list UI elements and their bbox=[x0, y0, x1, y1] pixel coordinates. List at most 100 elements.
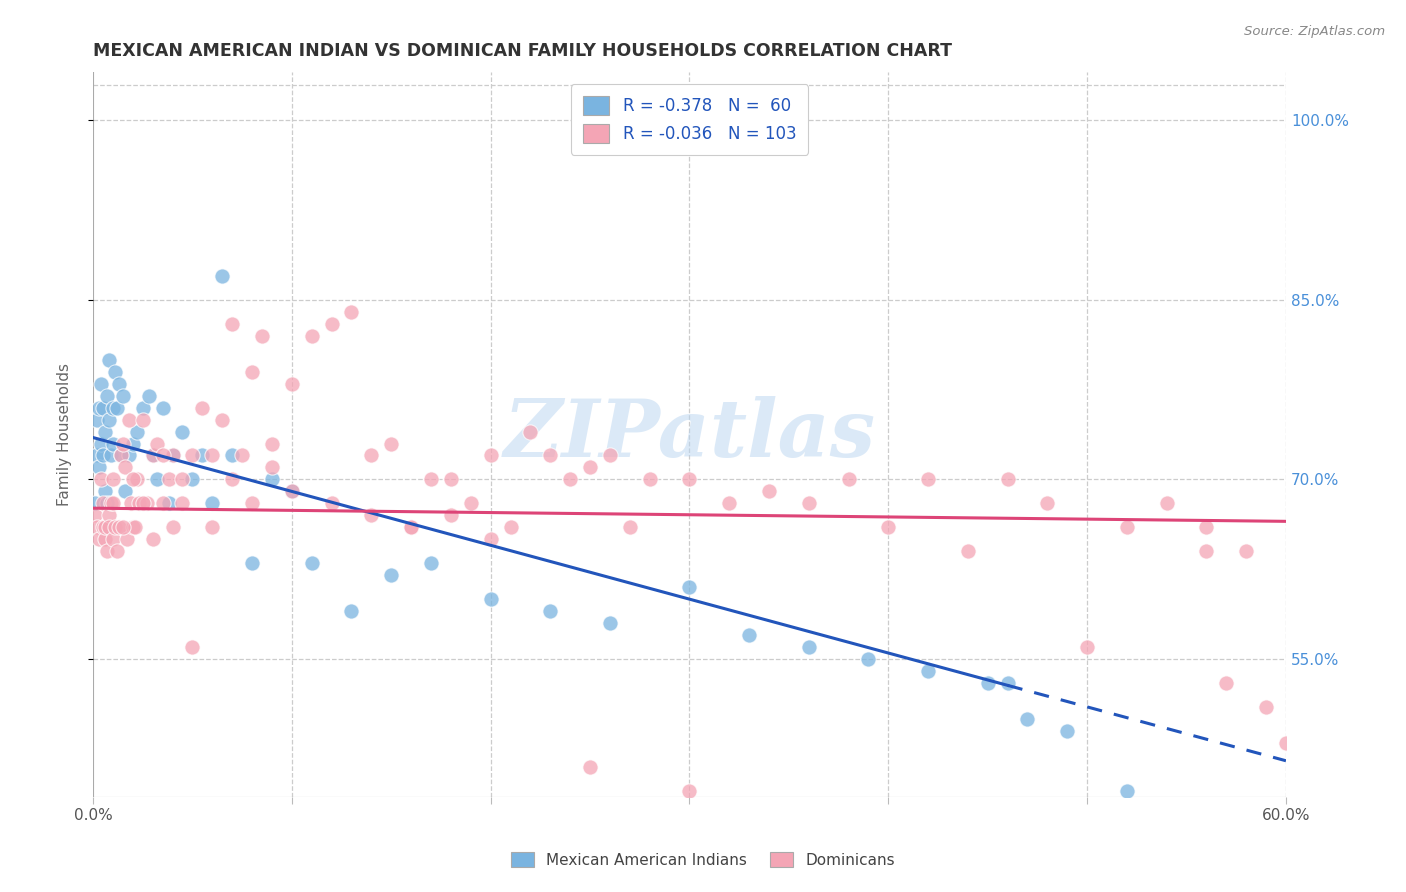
Point bbox=[1115, 783, 1137, 797]
Point bbox=[579, 760, 602, 774]
Point bbox=[97, 352, 120, 367]
Point bbox=[538, 449, 561, 463]
Point bbox=[157, 472, 180, 486]
Point bbox=[132, 412, 155, 426]
Point bbox=[111, 389, 134, 403]
Point bbox=[101, 436, 124, 450]
Text: Source: ZipAtlas.com: Source: ZipAtlas.com bbox=[1244, 25, 1385, 38]
Point bbox=[128, 496, 150, 510]
Point bbox=[380, 436, 402, 450]
Point bbox=[172, 496, 194, 510]
Point bbox=[360, 508, 382, 523]
Point bbox=[125, 425, 148, 439]
Point bbox=[678, 472, 700, 486]
Point bbox=[120, 496, 142, 510]
Point bbox=[579, 460, 602, 475]
Point bbox=[440, 472, 463, 486]
Point bbox=[260, 460, 283, 475]
Point bbox=[1275, 736, 1298, 750]
Point bbox=[87, 460, 110, 475]
Point bbox=[94, 520, 117, 534]
Point bbox=[797, 640, 820, 654]
Point bbox=[321, 317, 343, 331]
Point bbox=[201, 449, 224, 463]
Point bbox=[260, 472, 283, 486]
Point bbox=[142, 449, 165, 463]
Point bbox=[91, 401, 114, 415]
Point bbox=[96, 389, 118, 403]
Point bbox=[90, 436, 112, 450]
Point bbox=[1156, 496, 1178, 510]
Point bbox=[145, 436, 167, 450]
Point bbox=[797, 496, 820, 510]
Point bbox=[678, 580, 700, 594]
Legend: Mexican American Indians, Dominicans: Mexican American Indians, Dominicans bbox=[503, 844, 903, 875]
Point bbox=[1195, 544, 1218, 558]
Point bbox=[87, 533, 110, 547]
Point bbox=[86, 520, 108, 534]
Point bbox=[162, 449, 184, 463]
Point bbox=[104, 365, 127, 379]
Point bbox=[110, 449, 132, 463]
Point bbox=[172, 472, 194, 486]
Point bbox=[152, 401, 174, 415]
Point bbox=[538, 604, 561, 618]
Point bbox=[108, 520, 131, 534]
Point bbox=[340, 604, 363, 618]
Point bbox=[1234, 544, 1257, 558]
Point bbox=[125, 472, 148, 486]
Point bbox=[110, 449, 132, 463]
Point bbox=[121, 520, 143, 534]
Point bbox=[1115, 520, 1137, 534]
Point bbox=[152, 496, 174, 510]
Point bbox=[858, 652, 880, 666]
Point bbox=[124, 520, 146, 534]
Point bbox=[758, 484, 780, 499]
Point bbox=[399, 520, 422, 534]
Point bbox=[211, 412, 233, 426]
Point bbox=[301, 328, 323, 343]
Point bbox=[162, 520, 184, 534]
Point bbox=[100, 449, 122, 463]
Point bbox=[121, 436, 143, 450]
Point bbox=[96, 496, 118, 510]
Point bbox=[104, 520, 127, 534]
Point bbox=[479, 592, 502, 607]
Point bbox=[181, 640, 204, 654]
Point bbox=[84, 508, 107, 523]
Point bbox=[420, 472, 443, 486]
Point bbox=[221, 472, 243, 486]
Point bbox=[118, 449, 141, 463]
Point bbox=[1056, 723, 1078, 738]
Point bbox=[181, 472, 204, 486]
Point bbox=[420, 556, 443, 570]
Point bbox=[479, 533, 502, 547]
Point bbox=[956, 544, 979, 558]
Point bbox=[114, 484, 136, 499]
Point bbox=[1076, 640, 1098, 654]
Point bbox=[479, 449, 502, 463]
Point bbox=[100, 496, 122, 510]
Point bbox=[838, 472, 860, 486]
Point bbox=[181, 449, 204, 463]
Point bbox=[877, 520, 900, 534]
Point bbox=[90, 376, 112, 391]
Point bbox=[84, 496, 107, 510]
Point bbox=[138, 389, 160, 403]
Point bbox=[560, 472, 582, 486]
Text: MEXICAN AMERICAN INDIAN VS DOMINICAN FAMILY HOUSEHOLDS CORRELATION CHART: MEXICAN AMERICAN INDIAN VS DOMINICAN FAM… bbox=[93, 42, 952, 60]
Point bbox=[440, 508, 463, 523]
Point bbox=[172, 425, 194, 439]
Point bbox=[191, 401, 214, 415]
Point bbox=[114, 460, 136, 475]
Point bbox=[142, 533, 165, 547]
Point bbox=[97, 508, 120, 523]
Point bbox=[105, 401, 128, 415]
Point bbox=[90, 472, 112, 486]
Point bbox=[91, 449, 114, 463]
Point bbox=[145, 472, 167, 486]
Point bbox=[1017, 712, 1039, 726]
Point bbox=[101, 533, 124, 547]
Point bbox=[281, 484, 304, 499]
Point bbox=[94, 425, 117, 439]
